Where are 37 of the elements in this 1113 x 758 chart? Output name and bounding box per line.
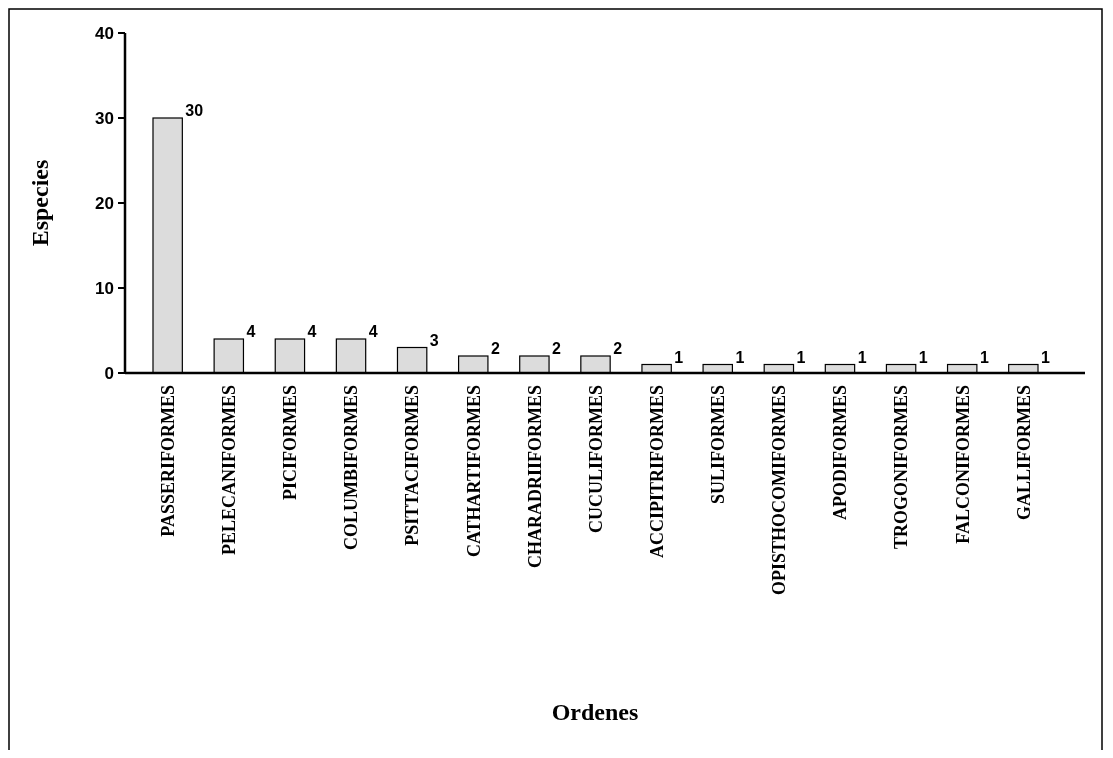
x-tick-label: GALLIFORMES: [1013, 385, 1034, 521]
x-tick-label: CUCULIFORMES: [585, 385, 606, 534]
x-tick-label: PASSERIFORMES: [157, 385, 178, 537]
x-tick-label: FALCONIFORMES: [952, 385, 973, 544]
data-label: 2: [552, 340, 562, 357]
data-label: 4: [246, 323, 256, 340]
data-label: 4: [307, 323, 317, 340]
y-tick-label: 20: [95, 193, 114, 213]
x-axis-title: Ordenes: [551, 699, 639, 725]
data-label: 1: [918, 348, 928, 366]
data-label: 2: [613, 340, 623, 357]
x-tick-label: ACCIPITRIFORMES: [646, 385, 667, 559]
data-label: 1: [1041, 348, 1050, 366]
x-tick-label: PELECANIFORMES: [219, 385, 240, 556]
x-tick-label: CATHARTIFORMES: [463, 385, 484, 558]
y-tick-label: 0: [104, 363, 114, 383]
y-tick-label: 40: [95, 23, 114, 43]
data-label: 3: [429, 331, 439, 349]
data-label: 1: [796, 348, 806, 366]
data-label: 1: [674, 348, 684, 366]
y-axis-title: Especies: [27, 159, 53, 247]
x-tick-label: OPISTHOCOMIFORMES: [769, 385, 790, 596]
x-tick-label: TROGONIFORMES: [891, 385, 912, 550]
y-tick-label: 10: [95, 278, 114, 298]
x-tick-label: SULIFORMES: [708, 385, 729, 505]
x-tick-label: PICIFORMES: [280, 385, 301, 501]
x-tick-label: APODIFORMES: [830, 385, 851, 520]
x-tick-label: PSITTACIFORMES: [402, 385, 423, 546]
data-label: 4: [368, 323, 378, 340]
data-label: 1: [979, 348, 989, 366]
x-tick-label: COLUMBIFORMES: [341, 385, 362, 551]
data-label: 30: [185, 102, 204, 119]
data-label: 1: [857, 348, 867, 366]
data-label: 1: [735, 348, 745, 366]
x-tick-label: CHARADRIIFORMES: [524, 385, 545, 569]
data-label: 2: [490, 340, 500, 357]
y-tick-label: 30: [95, 108, 114, 128]
